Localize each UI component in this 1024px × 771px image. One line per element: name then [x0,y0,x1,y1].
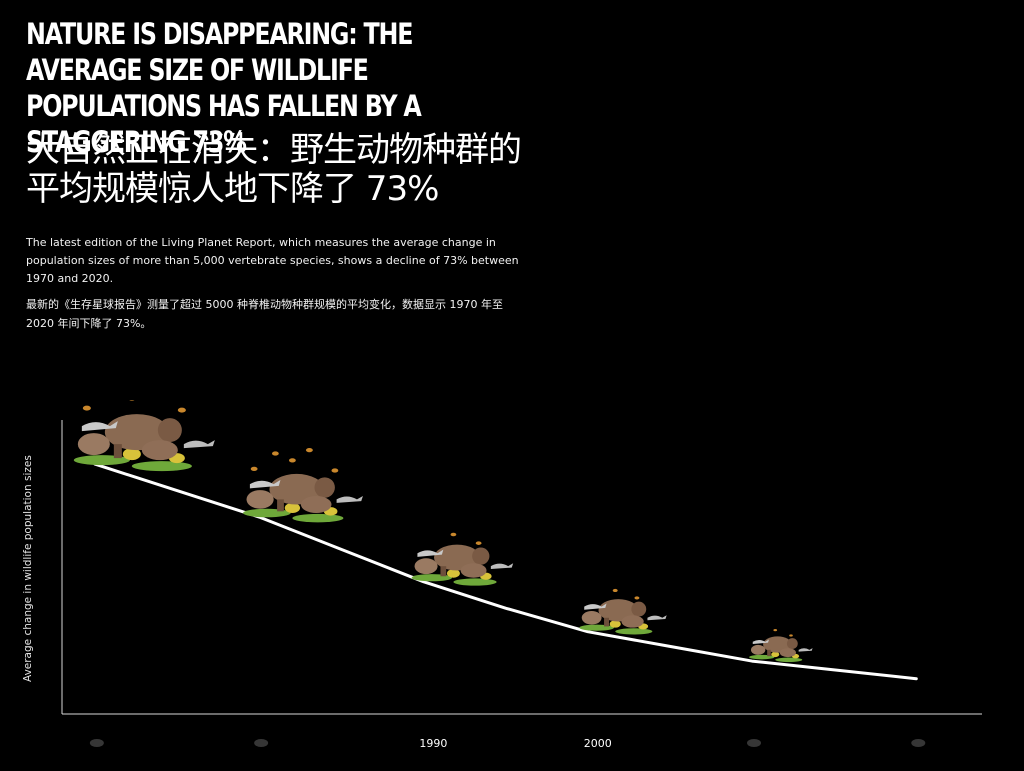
elephant-head-icon [472,547,490,565]
animal-group [579,588,667,635]
bee-icon [773,628,778,632]
leaf-icon [775,657,803,663]
shark-icon [584,603,607,610]
bee-icon [177,407,186,413]
frog-icon [446,569,460,578]
frog-icon [122,448,141,461]
bee-icon [271,451,279,456]
description-english: The latest edition of the Living Planet … [26,236,519,285]
elephant-head-icon [786,638,798,649]
elephant-leg-icon [440,566,447,577]
obscured-tick-marker [911,739,926,747]
bee-icon [634,596,640,600]
bee-icon [305,447,313,453]
leaf-icon [615,628,653,635]
animal-group [411,532,514,586]
bee-icon [129,400,135,401]
leaf-icon [131,461,192,472]
elephant-head-icon [314,477,335,498]
x-tick-label: 1990 [419,737,447,750]
description-chinese: 最新的《生存星球报告》测量了超过 5000 种脊椎动物种群规模的平均变化，数据显… [26,298,503,330]
leaf-icon [453,578,497,586]
bee-icon [612,588,618,593]
obscured-tick-marker [89,739,104,747]
shark-icon [417,549,444,557]
bear-icon [141,440,178,461]
x-tick-label: 2000 [584,737,612,750]
bee-icon [450,532,457,537]
bee-icon [288,458,296,463]
ape-icon [750,644,766,655]
ape-icon [246,490,274,509]
frog-icon [609,620,621,628]
bear-icon [300,496,332,514]
ape-icon [77,433,110,456]
obscured-tick-marker [254,739,269,747]
shark-icon [752,639,769,645]
bee-icon [475,541,482,545]
obscured-tick-marker [747,739,761,747]
shark-icon [249,479,281,489]
elephant-leg-icon [277,499,284,512]
animal-group [243,447,363,523]
bee-icon [250,466,258,471]
ape-icon [581,610,602,625]
population-chart: 1990 2000 [61,400,982,750]
bee-icon [789,634,793,637]
title-chinese: 大自然正在消失：野生动物种群的平均规模惊人地下降了 73% [26,130,522,209]
shark-icon [81,421,118,432]
leaf-icon [292,513,344,523]
bear-icon [621,615,644,628]
frog-icon [771,651,780,658]
animal-group [749,628,813,663]
title-english: NATURE IS DISAPPEARING: THE AVERAGE SIZE… [26,17,422,159]
elephant-head-icon [631,601,647,617]
animal-group [73,400,215,472]
shark-icon [490,563,514,570]
shark-icon [183,440,215,449]
shark-icon [336,496,363,503]
elephant-head-icon [157,418,182,443]
bee-icon [331,468,339,473]
elephant-leg-icon [113,444,122,459]
ape-icon [414,558,438,575]
frog-icon [284,502,301,514]
bee-icon [82,405,91,411]
elephant-leg-icon [604,617,610,627]
shark-icon [798,648,813,652]
shark-icon [647,615,667,621]
bear-icon [460,563,487,578]
bear-icon [779,648,796,658]
elephant-leg-icon [767,649,771,657]
